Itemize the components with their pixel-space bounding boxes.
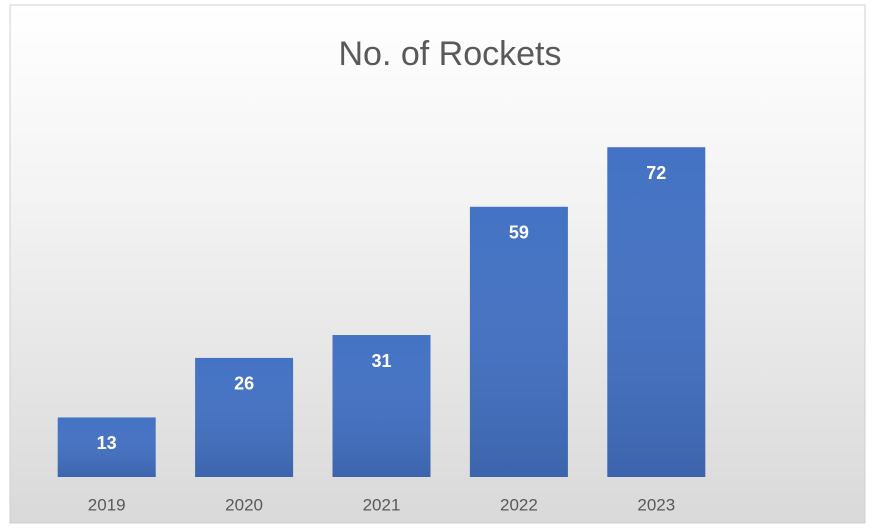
bar [607, 147, 706, 478]
data-label: 59 [509, 223, 529, 243]
x-tick-label: 2022 [500, 495, 538, 514]
x-tick-label: 2021 [363, 495, 401, 514]
data-label: 31 [371, 351, 391, 371]
x-tick-label: 2019 [88, 495, 126, 514]
x-tick-label: 2023 [637, 495, 675, 514]
x-tick-label: 2020 [225, 495, 263, 514]
data-label: 13 [97, 433, 117, 453]
data-label: 26 [234, 374, 254, 394]
chart-title: No. of Rockets [339, 35, 562, 73]
data-label: 72 [646, 163, 666, 183]
bar [469, 206, 568, 477]
